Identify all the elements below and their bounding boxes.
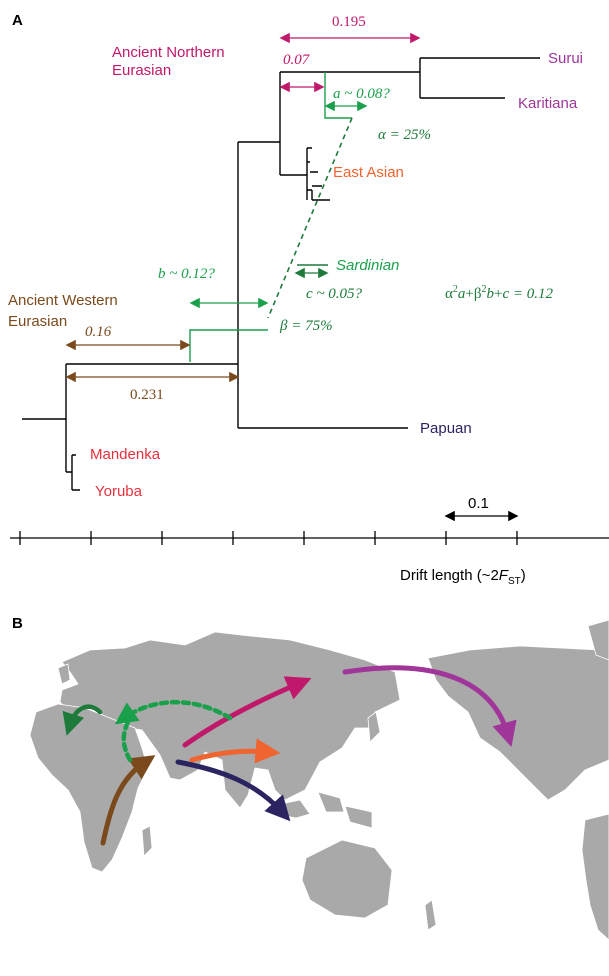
admixture-equation: α2a+β2b+c = 0.12 — [445, 284, 553, 302]
migration-north-eurasia-to-europe-dashed — [114, 699, 233, 725]
population-surui: Surui — [548, 50, 583, 67]
ancient-northern-label-1: Ancient Northern — [112, 44, 225, 61]
axis-ticks — [19, 531, 518, 545]
panel-a-label: A — [12, 12, 23, 29]
drift-0195: 0.195 — [332, 14, 366, 30]
ancient-western-label-2: Eurasian — [8, 313, 67, 330]
migration-western-to-europe — [62, 704, 103, 736]
drift-c-estimate: c ~ 0.05? — [306, 286, 363, 302]
population-east-asian: East Asian — [333, 164, 404, 181]
drift-axis-label: Drift length (~2FST) — [400, 567, 526, 587]
africa-landmass — [29, 703, 149, 873]
population-papuan: Papuan — [420, 420, 472, 437]
migration-arrows — [62, 665, 517, 846]
drift-0231: 0.231 — [130, 387, 164, 403]
migration-west-asia-to-east-asia — [189, 738, 281, 764]
migration-west-asia-to-europe-dashed — [121, 719, 133, 763]
panel-b-label: B — [12, 615, 23, 632]
panel-b: B — [12, 615, 609, 941]
migration-west-asia-to-north-eurasia — [182, 676, 312, 748]
population-sardinian: Sardinian — [336, 257, 399, 274]
alpha-proportion: α = 25% — [378, 127, 431, 143]
east-asian-subtree — [280, 147, 330, 201]
population-yoruba: Yoruba — [95, 483, 143, 500]
drift-a-estimate: a ~ 0.08? — [333, 86, 390, 102]
new-zealand-landmass — [424, 899, 437, 931]
greenland-landmass — [587, 619, 609, 661]
migration-africa-to-west-asia — [100, 755, 156, 846]
sardinian-awe-admix-branch — [189, 329, 268, 362]
scale-bar-label: 0.1 — [468, 495, 489, 512]
migration-north-eurasia-to-americas — [342, 665, 517, 748]
british-isles-landmass — [57, 663, 71, 685]
world-map — [29, 619, 609, 941]
drift-007: 0.07 — [283, 52, 311, 68]
population-mandenka: Mandenka — [90, 446, 161, 463]
north-america-landmass — [427, 645, 609, 801]
madagascar-landmass — [141, 825, 153, 857]
beta-proportion: β = 75% — [279, 318, 333, 334]
ancient-northern-label-2: Eurasian — [112, 62, 171, 79]
migration-west-asia-to-oceania — [175, 759, 291, 822]
drift-016: 0.16 — [85, 324, 112, 340]
african-subtree — [66, 454, 80, 491]
sardinian-ane-admix-branch — [324, 72, 352, 119]
south-america-landmass — [581, 813, 609, 941]
australia-landmass — [301, 839, 393, 919]
panel-a: A Ancient Northe — [8, 12, 609, 587]
drift-b-estimate: b ~ 0.12? — [158, 266, 215, 282]
admixture-dashed-line — [267, 117, 353, 319]
population-karitiana: Karitiana — [518, 95, 578, 112]
ancient-western-label-1: Ancient Western — [8, 292, 118, 309]
japan-landmass — [367, 711, 381, 743]
